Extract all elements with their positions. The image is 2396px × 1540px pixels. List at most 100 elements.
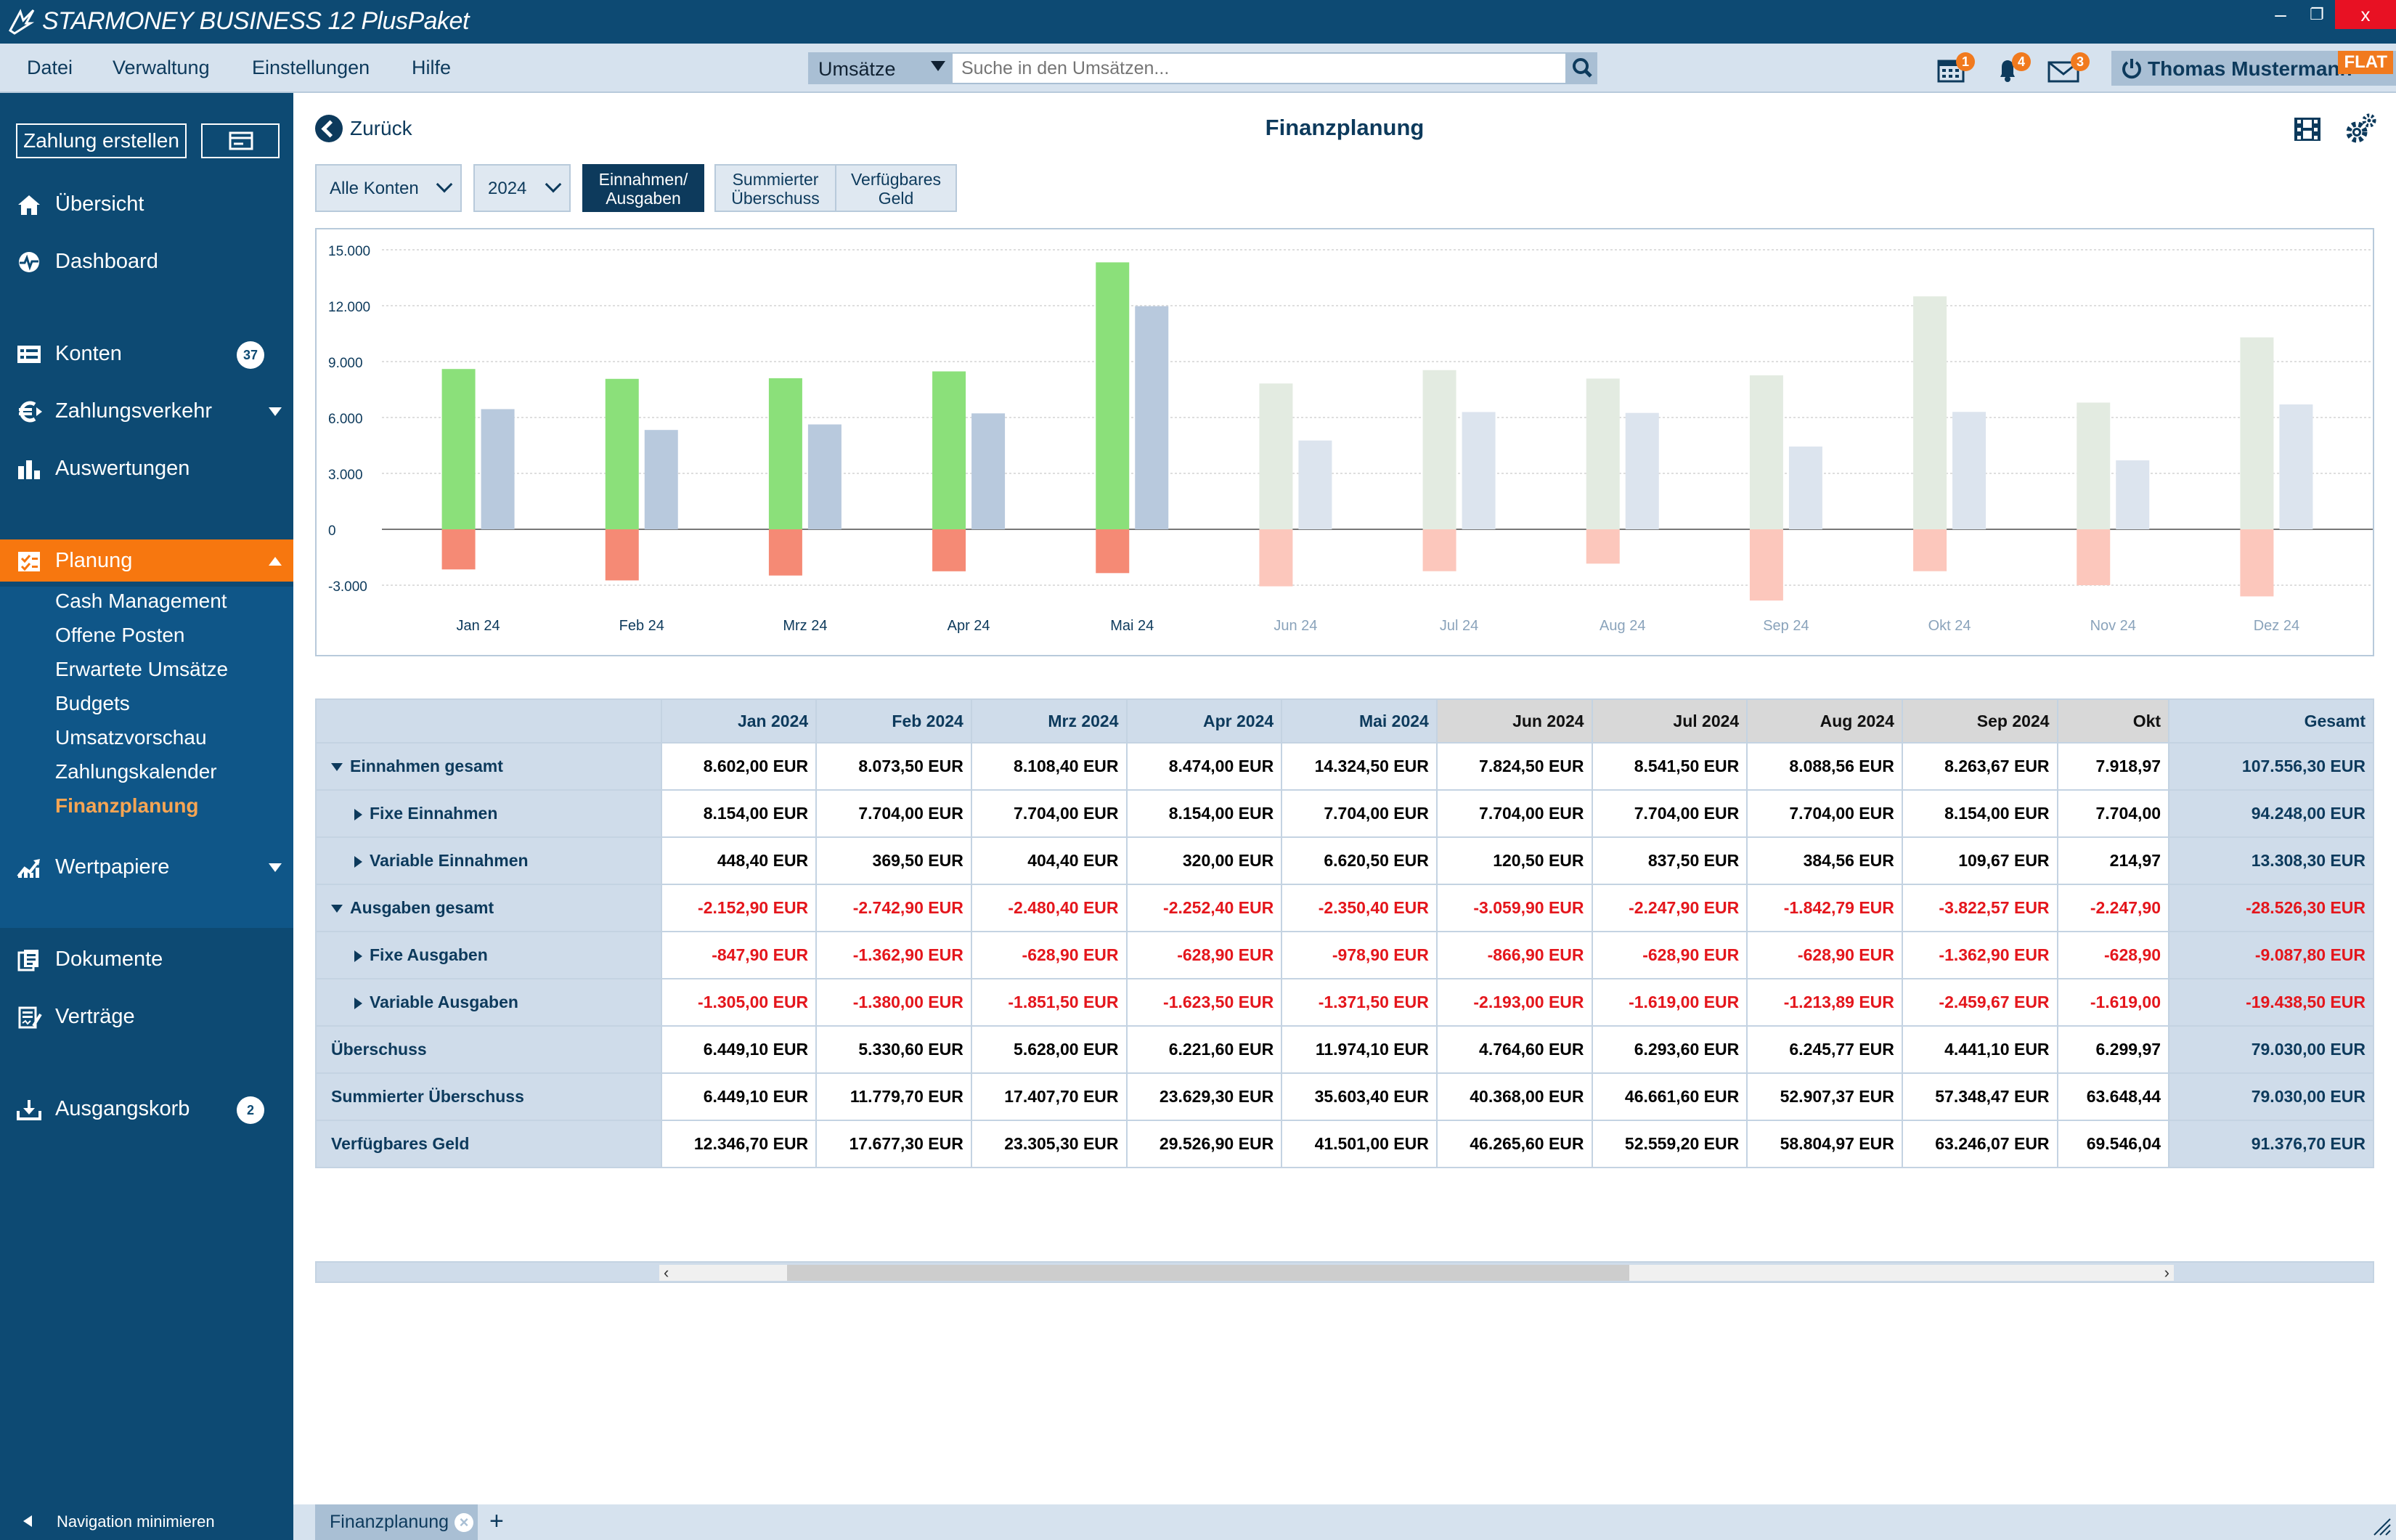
calendar-button[interactable]: 1: [1936, 52, 1975, 86]
expand-row-icon[interactable]: [354, 855, 362, 868]
collapse-row-icon[interactable]: [331, 763, 343, 772]
table-cell: 109,67 EUR: [1901, 836, 2058, 885]
menu-einstellungen[interactable]: Einstellungen: [252, 57, 370, 78]
table-cell: -628,90 EUR: [1125, 931, 1283, 979]
surplus-bar: [644, 430, 678, 529]
table-cell: 35.603,40 EUR: [1281, 1072, 1438, 1121]
table-cell: -628,90 EUR: [970, 931, 1128, 979]
table-cell: 8.108,40 EUR: [970, 742, 1128, 791]
view-einnahmen-ausgaben-button[interactable]: Einnahmen/Ausgaben: [582, 164, 704, 212]
submenu-item-cash-management[interactable]: Cash Management: [55, 590, 227, 612]
sidebar-item-vertraege[interactable]: Verträge: [0, 995, 293, 1038]
table-cell: 369,50 EUR: [815, 836, 972, 885]
table-cell-total: 94.248,00 EUR: [2168, 789, 2374, 838]
scroll-left-icon[interactable]: ‹: [664, 1263, 669, 1282]
submenu-item-erwartete-umsaetze[interactable]: Erwartete Umsätze: [55, 658, 229, 680]
view-label-line1: Verfügbares: [850, 170, 942, 189]
account-filter-select[interactable]: Alle Konten: [315, 164, 462, 212]
table-row: Einnahmen gesamt 8.602,00 EUR 8.073,50 EUR…: [315, 742, 2374, 791]
view-summierter-ueberschuss-button[interactable]: Summierter Überschuss: [714, 164, 836, 212]
expand-row-icon[interactable]: [354, 950, 362, 962]
submenu-item-offene-posten[interactable]: Offene Posten: [55, 624, 185, 646]
expand-row-icon[interactable]: [354, 808, 362, 820]
sidebar-item-ausgangskorb[interactable]: Ausgangskorb 2: [0, 1088, 293, 1130]
submenu-item-zahlungskalender[interactable]: Zahlungskalender: [55, 760, 217, 783]
table-cell: 4.441,10 EUR: [1901, 1025, 2058, 1074]
card-button[interactable]: [201, 123, 280, 158]
submenu-item-budgets[interactable]: Budgets: [55, 692, 130, 714]
sidebar-item-planung[interactable]: Planung: [0, 539, 293, 582]
user-account-button[interactable]: Thomas Mustermann FLAT: [2111, 51, 2396, 86]
table-cell: -1.619,00: [2056, 978, 2170, 1027]
settings-gear-icon[interactable]: [2342, 112, 2379, 147]
table-cell: 14.324,50 EUR: [1281, 742, 1438, 791]
list-icon: [17, 346, 41, 363]
table-cell: -1.619,00 EUR: [1591, 978, 1748, 1027]
table-cell: 7.824,50 EUR: [1435, 742, 1593, 791]
minimize-navigation-button[interactable]: Navigation minimieren: [0, 1502, 293, 1540]
search-button[interactable]: [1567, 52, 1597, 84]
table-cell: -866,90 EUR: [1435, 931, 1593, 979]
menu-datei[interactable]: Datei: [27, 57, 73, 78]
expense-bar: [932, 529, 966, 571]
expense-bar: [441, 529, 476, 570]
scrollbar-thumb[interactable]: [787, 1265, 1629, 1281]
year-filter-select[interactable]: 2024: [473, 164, 571, 212]
menu-hilfe[interactable]: Hilfe: [412, 57, 452, 78]
collapse-row-icon[interactable]: [331, 905, 343, 913]
table-cell: 7.704,00 EUR: [1281, 789, 1438, 838]
sidebar-item-konten[interactable]: Konten 37: [0, 333, 293, 375]
trend-icon: [17, 859, 40, 878]
table-cell: 8.263,67 EUR: [1901, 742, 2058, 791]
table-cell: 7.704,00 EUR: [1435, 789, 1593, 838]
table-cell: 320,00 EUR: [1125, 836, 1283, 885]
search-input[interactable]: [951, 52, 1567, 84]
close-window-button[interactable]: x: [2335, 0, 2396, 29]
table-cell: -847,90 EUR: [660, 931, 818, 979]
close-tab-icon[interactable]: ×: [455, 1513, 473, 1532]
table-row: Ausgaben gesamt -2.152,90 EUR -2.742,90 EU…: [315, 884, 2374, 932]
table-cell: 41.501,00 EUR: [1281, 1120, 1438, 1168]
income-bar: [932, 371, 966, 529]
sidebar-item-dokumente[interactable]: Dokumente: [0, 938, 293, 980]
row-header: Ausgaben gesamt: [315, 884, 662, 932]
sidebar-item-uebersicht[interactable]: Übersicht: [0, 183, 293, 225]
expand-row-icon[interactable]: [354, 997, 362, 1009]
bell-badge: 4: [2012, 52, 2031, 71]
tab-finanzplanung[interactable]: Finanzplanung ×: [315, 1504, 478, 1540]
submenu-item-umsatzvorschau[interactable]: Umsatzvorschau: [55, 726, 207, 749]
submenu-item-finanzplanung[interactable]: Finanzplanung: [55, 794, 199, 817]
table-cell: -3.822,57 EUR: [1901, 884, 2058, 932]
search-scope-select[interactable]: Umsätze: [808, 52, 951, 84]
notifications-button[interactable]: 4: [1993, 52, 2031, 86]
sidebar-item-auswertungen[interactable]: Auswertungen: [0, 447, 293, 489]
table-cell: -1.305,00 EUR: [660, 978, 818, 1027]
table-row: Summierter Überschuss 6.449,10 EUR 11.779,…: [315, 1072, 2374, 1121]
table-cell: 7.704,00: [2056, 789, 2170, 838]
minimize-button[interactable]: –: [2275, 3, 2286, 25]
row-header: Fixe Einnahmen: [315, 789, 662, 838]
income-expense-chart: -3.000 0 3.000 6.000 9.000 12.000 15.000 Jan 24…: [315, 228, 2374, 656]
mail-badge: 3: [2071, 52, 2090, 71]
row-header: Fixe Ausgaben: [315, 931, 662, 979]
film-icon[interactable]: [2291, 113, 2323, 145]
restore-button[interactable]: ❐: [2310, 5, 2324, 23]
search-scope-label: Umsätze: [818, 58, 896, 80]
table-row: Variable Einnahmen 448,40 EUR 369,50 EUR 40…: [315, 836, 2374, 885]
sidebar-item-wertpapiere[interactable]: Wertpapiere: [0, 846, 293, 888]
create-payment-button[interactable]: Zahlung erstellen: [16, 123, 187, 158]
header-corner: [315, 698, 662, 743]
income-bar: [1913, 296, 1947, 529]
view-verfuegbares-geld-button[interactable]: Verfügbares Geld: [835, 164, 957, 212]
sidebar-item-dashboard[interactable]: Dashboard: [0, 240, 293, 282]
collapse-left-icon: [23, 1515, 32, 1527]
back-button[interactable]: Zurück: [315, 115, 412, 147]
minimize-navigation-label: Navigation minimieren: [57, 1512, 215, 1531]
sidebar-item-zahlungsverkehr[interactable]: Zahlungsverkehr: [0, 390, 293, 432]
horizontal-scrollbar[interactable]: ‹ ›: [659, 1263, 2174, 1282]
scroll-right-icon[interactable]: ›: [2164, 1263, 2169, 1282]
add-tab-icon[interactable]: +: [489, 1507, 504, 1535]
view-label-line1: Summierter: [732, 170, 819, 189]
menu-verwaltung[interactable]: Verwaltung: [113, 57, 210, 78]
messages-button[interactable]: 3: [2046, 52, 2090, 86]
